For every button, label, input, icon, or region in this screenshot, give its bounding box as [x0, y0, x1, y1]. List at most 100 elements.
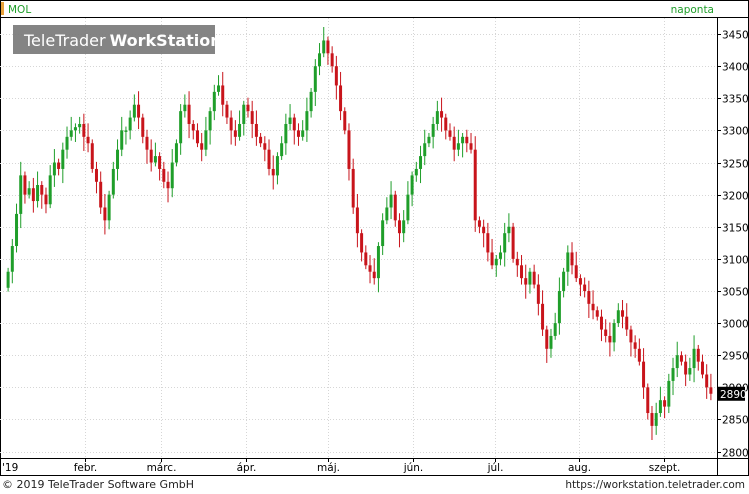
candle [562, 267, 566, 298]
footer-link[interactable]: https://workstation.teletrader.com [565, 479, 745, 491]
candle [477, 216, 481, 234]
candle [132, 94, 136, 122]
candle [124, 126, 128, 145]
candle [86, 123, 90, 153]
candle-body [242, 104, 246, 124]
candle [684, 354, 688, 387]
candle [490, 238, 494, 270]
candle [242, 100, 246, 136]
candle [397, 213, 401, 248]
candle-body [259, 136, 263, 144]
candle-body [511, 226, 515, 259]
candle [149, 139, 153, 172]
candle-body [595, 310, 599, 317]
candle-body [238, 123, 242, 137]
candle-body [120, 130, 124, 150]
candle [423, 129, 427, 166]
candle [456, 129, 460, 157]
candle [553, 312, 557, 340]
candle [305, 97, 309, 142]
candle-body [217, 85, 221, 92]
candle [629, 325, 633, 357]
candle-body [650, 413, 654, 426]
candle [204, 116, 208, 157]
candle-body [271, 168, 275, 176]
y-tick-label: 3250 [722, 159, 749, 171]
candle [557, 277, 561, 335]
candle-body [637, 348, 641, 362]
candle-body [654, 413, 658, 426]
last-price-box [717, 386, 745, 401]
candle [494, 255, 498, 277]
candle [621, 299, 625, 329]
y-tick-label: 2850 [722, 415, 749, 427]
candle [195, 123, 199, 148]
candle-body [465, 136, 469, 144]
candle-body [330, 53, 334, 67]
candle-body [191, 123, 195, 131]
candle-body [583, 284, 587, 291]
y-tick-label: 3400 [722, 62, 749, 74]
candle-body [48, 175, 52, 205]
candle [212, 84, 216, 121]
candle-body [578, 278, 582, 285]
x-tick-label: máj. [317, 462, 340, 474]
candle [452, 126, 456, 162]
candle [608, 322, 612, 357]
candle-body [183, 104, 187, 112]
candle-body [284, 123, 288, 144]
candle-body [57, 162, 61, 169]
candle-body [440, 111, 444, 118]
candle [174, 139, 178, 167]
candle-body [599, 316, 603, 330]
candle [116, 139, 120, 181]
candle [595, 306, 599, 321]
candle-body [52, 162, 56, 176]
candle [507, 213, 511, 243]
candle-body [482, 226, 486, 234]
candle [688, 357, 692, 381]
candle [376, 242, 380, 293]
candle-body [292, 117, 296, 131]
candle-body [99, 181, 103, 208]
candle [52, 149, 56, 187]
candle-body [250, 111, 254, 124]
candle-body [553, 323, 557, 336]
candle [654, 402, 658, 435]
logo-text-bold: WorkStation [110, 31, 222, 50]
candle [574, 251, 578, 282]
candle [389, 181, 393, 220]
candle-body [229, 117, 233, 131]
candle [650, 405, 654, 441]
candle [435, 100, 439, 131]
candle [94, 161, 98, 194]
candle-body [355, 207, 359, 234]
candle [406, 181, 410, 225]
candle-body [137, 104, 141, 118]
candle [288, 104, 292, 131]
candle [82, 113, 86, 151]
candle-body [322, 40, 326, 54]
candle-body [162, 168, 166, 182]
candle-body [629, 329, 633, 343]
candle [153, 142, 157, 167]
candle-body [246, 104, 250, 112]
x-tick-label: aug. [568, 462, 591, 474]
y-tick-label: 3300 [722, 126, 749, 138]
candle-body [166, 181, 170, 189]
candle-body [116, 149, 120, 169]
candle-body [658, 400, 662, 414]
candle [402, 210, 406, 243]
candle-body [503, 233, 507, 253]
candle-body [633, 342, 637, 349]
candle [208, 107, 212, 145]
symbol-label: MOL [8, 4, 31, 16]
x-tick-label: jún. [403, 462, 424, 474]
y-tick-label: 3000 [722, 319, 749, 331]
candle-body [625, 316, 629, 330]
candle [616, 303, 620, 327]
candle-body [520, 265, 524, 279]
candle [591, 290, 595, 320]
candle-body [318, 53, 322, 67]
y-tick-label: 3050 [722, 287, 749, 299]
